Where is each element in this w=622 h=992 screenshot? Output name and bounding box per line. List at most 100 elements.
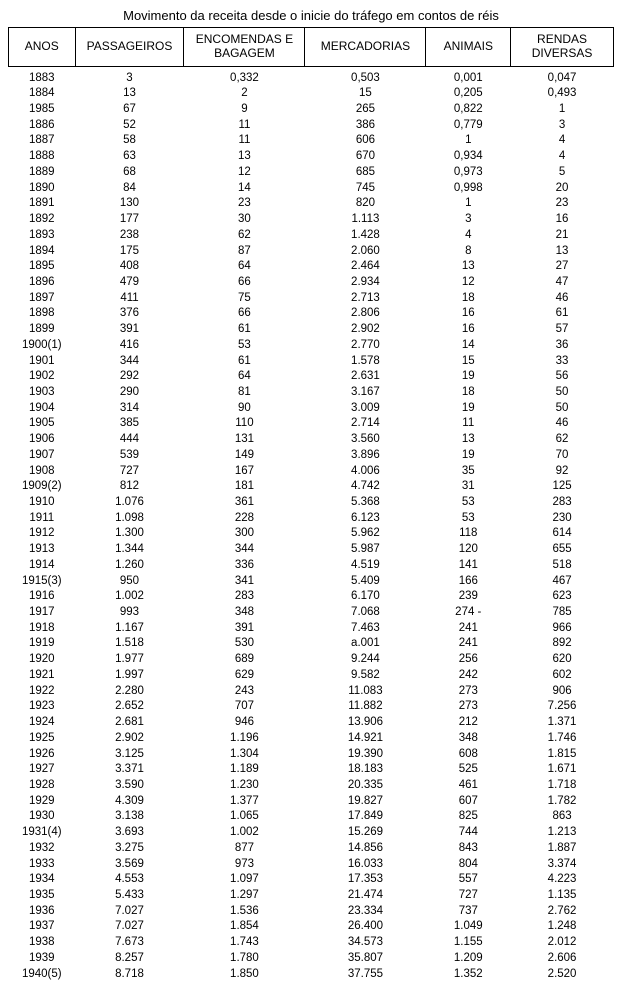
table-cell: 4 bbox=[511, 149, 614, 165]
table-cell: 35 bbox=[426, 463, 511, 479]
table-cell: 30 bbox=[184, 212, 305, 228]
table-row: 1903290813.1671850 bbox=[9, 384, 614, 400]
table-cell: 1914 bbox=[9, 557, 76, 573]
table-cell: 4.553 bbox=[75, 872, 184, 888]
table-cell: 118 bbox=[426, 526, 511, 542]
table-cell: 15 bbox=[305, 86, 426, 102]
table-row: 188968126850,9735 bbox=[9, 164, 614, 180]
table-cell: 892 bbox=[511, 636, 614, 652]
table-cell: 608 bbox=[426, 746, 511, 762]
table-cell: 283 bbox=[184, 589, 305, 605]
table-row: 1892177301.113316 bbox=[9, 212, 614, 228]
col-passageiros: PASSAGEIROS bbox=[75, 28, 184, 67]
table-cell: 1925 bbox=[9, 730, 76, 746]
table-cell: 31 bbox=[426, 479, 511, 495]
table-cell: 8 bbox=[426, 243, 511, 259]
table-head: ANOS PASSAGEIROS ENCOMENDAS E BAGAGEM ME… bbox=[9, 28, 614, 67]
table-cell: 212 bbox=[426, 715, 511, 731]
table-cell: 241 bbox=[426, 620, 511, 636]
table-cell: 61 bbox=[184, 353, 305, 369]
table-cell: 46 bbox=[511, 416, 614, 432]
table-cell: 66 bbox=[184, 274, 305, 290]
table-row: 19161.0022836.170239623 bbox=[9, 589, 614, 605]
table-row: 1895408642.4641327 bbox=[9, 259, 614, 275]
revenue-table: ANOS PASSAGEIROS ENCOMENDAS E BAGAGEM ME… bbox=[8, 27, 614, 982]
table-cell: 863 bbox=[511, 809, 614, 825]
table-cell: 7.027 bbox=[75, 919, 184, 935]
table-row: 19181.1673917.463241966 bbox=[9, 620, 614, 636]
table-cell: 2.280 bbox=[75, 683, 184, 699]
table-cell: 557 bbox=[426, 872, 511, 888]
table-cell: 84 bbox=[75, 180, 184, 196]
table-cell: 2.681 bbox=[75, 715, 184, 731]
table-cell: 241 bbox=[426, 636, 511, 652]
table-row: 19344.5531.09717.3535574.223 bbox=[9, 872, 614, 888]
table-cell: 6.170 bbox=[305, 589, 426, 605]
table-cell: 4.223 bbox=[511, 872, 614, 888]
table-cell: 444 bbox=[75, 432, 184, 448]
table-row: 1899391612.9021657 bbox=[9, 322, 614, 338]
table-cell: 5.987 bbox=[305, 542, 426, 558]
table-cell: 1893 bbox=[9, 227, 76, 243]
table-cell: 13 bbox=[184, 149, 305, 165]
table-cell: 1930 bbox=[9, 809, 76, 825]
table-cell: 33 bbox=[511, 353, 614, 369]
table-cell: 120 bbox=[426, 542, 511, 558]
table-cell: 1.536 bbox=[184, 903, 305, 919]
table-cell: 2.606 bbox=[511, 950, 614, 966]
table-body: 188330,3320,5030,0010,0471884132150,2050… bbox=[9, 66, 614, 982]
table-cell: 3.371 bbox=[75, 762, 184, 778]
table-row: 19377.0271.85426.4001.0491.248 bbox=[9, 919, 614, 935]
table-cell: 1.065 bbox=[184, 809, 305, 825]
table-cell: 1.097 bbox=[184, 872, 305, 888]
table-cell: 2.902 bbox=[305, 322, 426, 338]
table-cell: 1.997 bbox=[75, 667, 184, 683]
table-cell: 23.334 bbox=[305, 903, 426, 919]
table-row: 19191.518530a.001241892 bbox=[9, 636, 614, 652]
table-cell: 785 bbox=[511, 605, 614, 621]
table-cell: 1.260 bbox=[75, 557, 184, 573]
table-cell: 314 bbox=[75, 400, 184, 416]
table-cell: 52 bbox=[75, 117, 184, 133]
table-cell: 3.560 bbox=[305, 432, 426, 448]
table-row: 1940(5)8.7181.85037.7551.3522.520 bbox=[9, 966, 614, 982]
table-cell: 479 bbox=[75, 274, 184, 290]
table-cell: 2.012 bbox=[511, 935, 614, 951]
table-cell: 1.297 bbox=[184, 887, 305, 903]
table-cell: 707 bbox=[184, 699, 305, 715]
table-row: 188863136700,9344 bbox=[9, 149, 614, 165]
table-cell: 408 bbox=[75, 259, 184, 275]
table-cell: 21 bbox=[511, 227, 614, 243]
table-title: Movimento da receita desde o inicie do t… bbox=[8, 8, 614, 23]
table-cell: 4.519 bbox=[305, 557, 426, 573]
table-cell: 1926 bbox=[9, 746, 76, 762]
table-cell: 3.693 bbox=[75, 825, 184, 841]
table-cell: 950 bbox=[75, 573, 184, 589]
table-cell: 1931(4) bbox=[9, 825, 76, 841]
table-cell: 18 bbox=[426, 290, 511, 306]
table-row: 1896479662.9341247 bbox=[9, 274, 614, 290]
table-cell: 973 bbox=[184, 856, 305, 872]
table-cell: 1900(1) bbox=[9, 337, 76, 353]
table-cell: 606 bbox=[305, 133, 426, 149]
table-cell: 607 bbox=[426, 793, 511, 809]
table-cell: 0,332 bbox=[184, 66, 305, 86]
header-row: ANOS PASSAGEIROS ENCOMENDAS E BAGAGEM ME… bbox=[9, 28, 614, 67]
table-cell: 2.713 bbox=[305, 290, 426, 306]
table-cell: 230 bbox=[511, 510, 614, 526]
table-cell: 8.257 bbox=[75, 950, 184, 966]
table-cell: 411 bbox=[75, 290, 184, 306]
table-cell: 1.352 bbox=[426, 966, 511, 982]
table-cell: 1.300 bbox=[75, 526, 184, 542]
table-cell: 1903 bbox=[9, 384, 76, 400]
table-cell: 685 bbox=[305, 164, 426, 180]
table-cell: 3 bbox=[75, 66, 184, 86]
table-cell: 7.673 bbox=[75, 935, 184, 951]
table-cell: 5.433 bbox=[75, 887, 184, 903]
table-cell: 1937 bbox=[9, 919, 76, 935]
table-cell: 5.409 bbox=[305, 573, 426, 589]
table-cell: 1887 bbox=[9, 133, 76, 149]
table-cell: a.001 bbox=[305, 636, 426, 652]
table-cell: 2.934 bbox=[305, 274, 426, 290]
table-row: 189113023820123 bbox=[9, 196, 614, 212]
